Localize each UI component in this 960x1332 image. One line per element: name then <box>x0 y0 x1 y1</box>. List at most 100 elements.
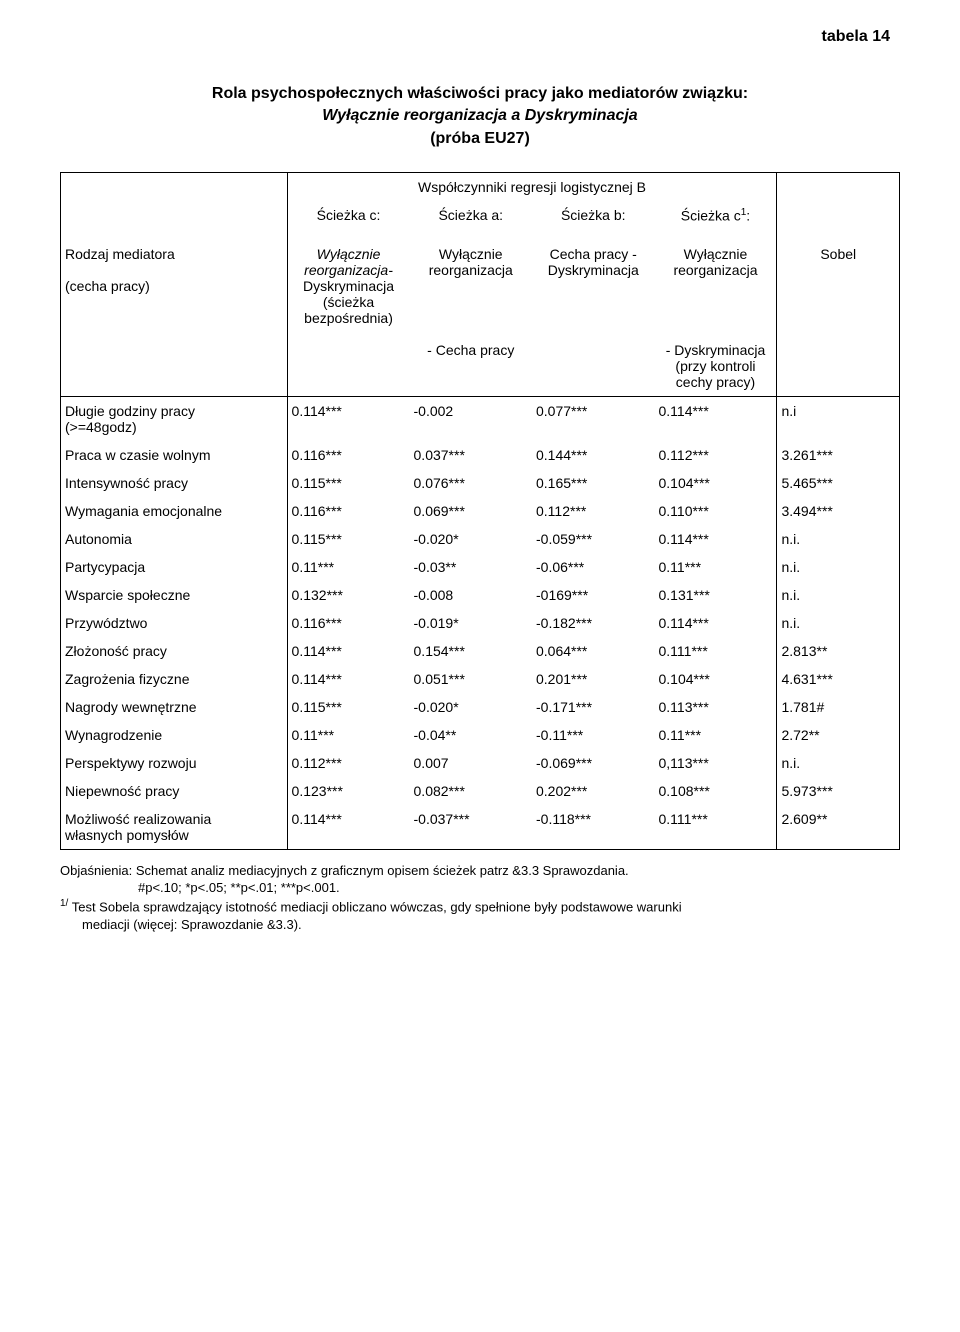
hdr-path-a: Ścieżka a: <box>410 201 532 230</box>
row-val-sobel: n.i. <box>777 581 900 609</box>
row-val-a: -0.008 <box>410 581 532 609</box>
hdr-col-c1-sub-l3: cechy pracy) <box>676 374 755 390</box>
row-val-c1: 0.104*** <box>654 665 776 693</box>
row-val-sobel: 5.973*** <box>777 777 900 805</box>
title-line1: Rola psychospołecznych właściwości pracy… <box>212 85 748 102</box>
row-val-a: 0.154*** <box>410 637 532 665</box>
hdr-col-c1-sub-l1: - Dyskryminacja <box>666 342 766 358</box>
row-val-c1: 0.131*** <box>654 581 776 609</box>
row-label: Wymagania emocjonalne <box>61 497 288 525</box>
row-val-c: 0.115*** <box>287 525 409 553</box>
hdr-sub-blank4 <box>777 332 900 397</box>
hdr-mediator-l2: (cecha pracy) <box>65 278 150 294</box>
row-label: Praca w czasie wolnym <box>61 441 288 469</box>
hdr-col-b: Cecha pracy - Dyskryminacja <box>532 230 654 332</box>
row-val-c: 0.112*** <box>287 749 409 777</box>
table-row: Przywództwo0.116***-0.019*-0.182***0.114… <box>61 609 900 637</box>
row-val-a: 0.069*** <box>410 497 532 525</box>
row-label: Możliwość realizowaniawłasnych pomysłów <box>61 805 288 850</box>
row-val-c1: 0.11*** <box>654 553 776 581</box>
row-val-a: -0.037*** <box>410 805 532 850</box>
row-val-b: -0.059*** <box>532 525 654 553</box>
row-val-a: 0.007 <box>410 749 532 777</box>
row-label: Długie godziny pracy(>=48godz) <box>61 396 288 441</box>
hdr-path-c: Ścieżka c: <box>287 201 409 230</box>
hdr-col-c1-l1: Wyłącznie <box>684 246 748 262</box>
hdr-col-c1: Wyłącznie reorganizacja <box>654 230 776 332</box>
hdr-path-b: Ścieżka b: <box>532 201 654 230</box>
header-row-span: Współczynniki regresji logistycznej B <box>61 173 900 202</box>
row-val-b: 0.165*** <box>532 469 654 497</box>
row-label: Intensywność pracy <box>61 469 288 497</box>
hdr-col-c1-sub: - Dyskryminacja (przy kontroli cechy pra… <box>654 332 776 397</box>
row-val-c: 0.116*** <box>287 497 409 525</box>
row-label: Nagrody wewnętrzne <box>61 693 288 721</box>
table-row: Perspektywy rozwoju0.112***0.007-0.069**… <box>61 749 900 777</box>
row-val-c: 0.114*** <box>287 805 409 850</box>
row-label: Zagrożenia fizyczne <box>61 665 288 693</box>
row-val-c1: 0.104*** <box>654 469 776 497</box>
footnote-l1: Objaśnienia: Schemat analiz mediacyjnych… <box>60 862 900 880</box>
table-row: Wynagrodzenie0.11***-0.04**-0.11***0.11*… <box>61 721 900 749</box>
footnote-l2: #p<.10; *p<.05; **p<.01; ***p<.001. <box>60 879 900 897</box>
table-row: Zagrożenia fizyczne0.114***0.051***0.201… <box>61 665 900 693</box>
hdr-col-a-l2: reorganizacja <box>429 262 513 278</box>
table-row: Praca w czasie wolnym0.116***0.037***0.1… <box>61 441 900 469</box>
hdr-col-a-sub: - Cecha pracy <box>410 332 532 397</box>
footnote-l4: mediacji (więcej: Sprawozdanie &3.3). <box>60 916 900 934</box>
row-val-c1: 0.114*** <box>654 609 776 637</box>
hdr-sub-blank3 <box>532 332 654 397</box>
row-val-c1: 0.114*** <box>654 525 776 553</box>
row-val-c: 0.114*** <box>287 665 409 693</box>
row-val-c: 0.114*** <box>287 396 409 441</box>
hdr-sobel: Sobel <box>777 230 900 332</box>
row-val-sobel: 2.813** <box>777 637 900 665</box>
row-val-a: -0.020* <box>410 693 532 721</box>
footnote-l3-text: Test Sobela sprawdzający istotność media… <box>68 899 681 914</box>
row-val-c: 0.11*** <box>287 553 409 581</box>
footnote-l3: 1/ Test Sobela sprawdzający istotność me… <box>60 897 900 916</box>
hdr-mediator: Rodzaj mediatora (cecha pracy) <box>61 230 288 332</box>
row-val-c: 0.116*** <box>287 441 409 469</box>
row-val-b: 0.201*** <box>532 665 654 693</box>
row-val-b: 0.144*** <box>532 441 654 469</box>
row-val-sobel: 1.781# <box>777 693 900 721</box>
table-row: Możliwość realizowaniawłasnych pomysłów0… <box>61 805 900 850</box>
title-line2: Wyłącznie reorganizacja a Dyskryminacja <box>322 107 637 124</box>
row-val-b: -0.182*** <box>532 609 654 637</box>
row-val-a: -0.03** <box>410 553 532 581</box>
row-val-b: -0.118*** <box>532 805 654 850</box>
table-body: Długie godziny pracy(>=48godz)0.114***-0… <box>61 396 900 849</box>
row-val-a: 0.082*** <box>410 777 532 805</box>
row-val-c: 0.11*** <box>287 721 409 749</box>
hdr-sub-blank2 <box>287 332 409 397</box>
row-val-c: 0.114*** <box>287 637 409 665</box>
hdr-path-c1-text: Ścieżka c <box>681 208 741 224</box>
row-label: Niepewność pracy <box>61 777 288 805</box>
hdr-path-c1-colon: : <box>746 208 750 224</box>
table-row: Wsparcie społeczne0.132***-0.008-0169***… <box>61 581 900 609</box>
row-val-a: -0.04** <box>410 721 532 749</box>
row-label: Wynagrodzenie <box>61 721 288 749</box>
row-val-sobel: n.i <box>777 396 900 441</box>
row-label: Perspektywy rozwoju <box>61 749 288 777</box>
row-val-a: 0.037*** <box>410 441 532 469</box>
row-val-sobel: n.i. <box>777 749 900 777</box>
table-row: Złożoność pracy0.114***0.154***0.064***0… <box>61 637 900 665</box>
hdr-col-c1-l2: reorganizacja <box>673 262 757 278</box>
row-val-c: 0.132*** <box>287 581 409 609</box>
table-row: Partycypacja0.11***-0.03**-0.06***0.11**… <box>61 553 900 581</box>
row-val-c1: 0,113*** <box>654 749 776 777</box>
hdr-sub-blank1 <box>61 332 288 397</box>
header-blank <box>61 173 288 202</box>
hdr-blank-right <box>777 201 900 230</box>
hdr-col-b-l1: Cecha pracy - <box>550 246 637 262</box>
page-title: Rola psychospołecznych właściwości pracy… <box>60 83 900 150</box>
row-val-c: 0.115*** <box>287 469 409 497</box>
table-row: Intensywność pracy0.115***0.076***0.165*… <box>61 469 900 497</box>
mediation-table: Współczynniki regresji logistycznej B Śc… <box>60 172 900 850</box>
row-val-c1: 0.110*** <box>654 497 776 525</box>
row-val-b: 0.064*** <box>532 637 654 665</box>
table-row: Niepewność pracy0.123***0.082***0.202***… <box>61 777 900 805</box>
row-val-c1: 0.112*** <box>654 441 776 469</box>
